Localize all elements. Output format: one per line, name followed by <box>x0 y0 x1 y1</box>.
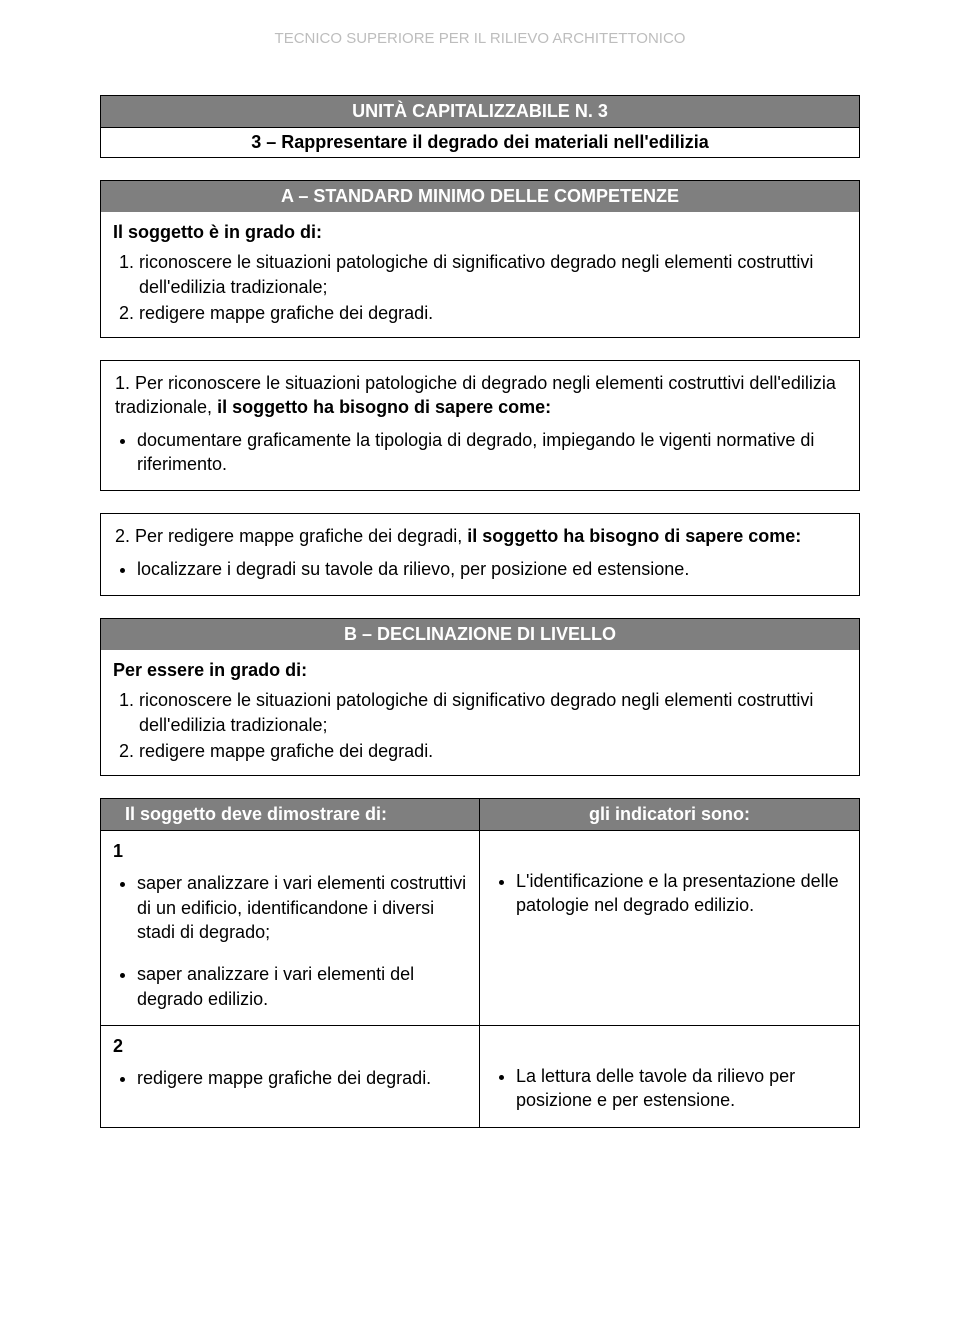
know-how-2-lead: 2. Per redigere mappe grafiche dei degra… <box>115 524 847 548</box>
row1-left-list: saper analizzare i vari elementi costrut… <box>113 871 467 944</box>
page-header: TECNICO SUPERIORE PER IL RILIEVO ARCHITE… <box>100 30 860 47</box>
section-a-box: A – STANDARD MINIMO DELLE COMPETENZE Il … <box>100 180 860 338</box>
section-a-list: riconoscere le situazioni patologiche di… <box>113 250 847 325</box>
row2-left-list: redigere mappe grafiche dei degradi. <box>113 1066 467 1090</box>
section-b-box: B – DECLINAZIONE DI LIVELLO Per essere i… <box>100 618 860 776</box>
know-how-2-lead-bold: il soggetto ha bisogno di sapere come: <box>467 526 801 546</box>
unit-title-box: UNITÀ CAPITALIZZABILE N. 3 3 – Rappresen… <box>100 95 860 158</box>
know-how-block-2: 2. Per redigere mappe grafiche dei degra… <box>100 513 860 596</box>
row1-left-a: saper analizzare i vari elementi costrut… <box>137 871 467 944</box>
row2-right: La lettura delle tavole da rilievo per p… <box>516 1064 847 1113</box>
section-b-list: riconoscere le situazioni patologiche di… <box>113 688 847 763</box>
table-row-1: 1 saper analizzare i vari elementi costr… <box>101 830 859 1025</box>
know-how-2-bullet: localizzare i degradi su tavole da rilie… <box>137 557 847 581</box>
spacer <box>492 839 847 861</box>
section-a-intro: Il soggetto è in grado di: <box>113 220 847 244</box>
page: TECNICO SUPERIORE PER IL RILIEVO ARCHITE… <box>0 0 960 1210</box>
row1-right-list: L'identificazione e la presentazione del… <box>492 869 847 918</box>
table-head: Il soggetto deve dimostrare di: gli indi… <box>101 799 859 830</box>
section-b-content: Per essere in grado di: riconoscere le s… <box>101 650 859 775</box>
section-a-item: redigere mappe grafiche dei degradi. <box>139 301 847 325</box>
row1-left-list-b: saper analizzare i vari elementi del deg… <box>113 962 467 1011</box>
table-row-1-left: 1 saper analizzare i vari elementi costr… <box>101 831 480 1025</box>
know-how-2-content: 2. Per redigere mappe grafiche dei degra… <box>101 514 859 595</box>
unit-subtitle: 3 – Rappresentare il degrado dei materia… <box>101 127 859 157</box>
row2-num: 2 <box>113 1034 467 1058</box>
indicators-table: Il soggetto deve dimostrare di: gli indi… <box>100 798 860 1127</box>
row1-right: L'identificazione e la presentazione del… <box>516 869 847 918</box>
row2-left: redigere mappe grafiche dei degradi. <box>137 1066 467 1090</box>
section-b-intro: Per essere in grado di: <box>113 658 847 682</box>
know-how-1-content: 1. Per riconoscere le situazioni patolog… <box>101 361 859 490</box>
table-row-2: 2 redigere mappe grafiche dei degradi. L… <box>101 1025 859 1127</box>
table-head-right: gli indicatori sono: <box>480 799 859 830</box>
section-b-item: redigere mappe grafiche dei degradi. <box>139 739 847 763</box>
row2-right-list: La lettura delle tavole da rilievo per p… <box>492 1064 847 1113</box>
table-row-1-right: L'identificazione e la presentazione del… <box>480 831 859 1025</box>
know-how-2-list: localizzare i degradi su tavole da rilie… <box>113 557 847 581</box>
know-how-2-lead-text: 2. Per redigere mappe grafiche dei degra… <box>115 526 467 546</box>
table-row-2-right: La lettura delle tavole da rilievo per p… <box>480 1026 859 1127</box>
know-how-block-1: 1. Per riconoscere le situazioni patolog… <box>100 360 860 491</box>
section-a-title: A – STANDARD MINIMO DELLE COMPETENZE <box>101 181 859 212</box>
know-how-1-list: documentare graficamente la tipologia di… <box>113 428 847 477</box>
know-how-1-lead: 1. Per riconoscere le situazioni patolog… <box>115 371 847 420</box>
unit-title: UNITÀ CAPITALIZZABILE N. 3 <box>101 96 859 127</box>
section-a-item: riconoscere le situazioni patologiche di… <box>139 250 847 299</box>
know-how-1-lead-bold: il soggetto ha bisogno di sapere come: <box>217 397 551 417</box>
table-head-left: Il soggetto deve dimostrare di: <box>101 799 480 830</box>
table-row-2-left: 2 redigere mappe grafiche dei degradi. <box>101 1026 480 1127</box>
spacer <box>492 1034 847 1056</box>
row1-num: 1 <box>113 839 467 863</box>
section-b-title: B – DECLINAZIONE DI LIVELLO <box>101 619 859 650</box>
section-b-item: riconoscere le situazioni patologiche di… <box>139 688 847 737</box>
section-a-content: Il soggetto è in grado di: riconoscere l… <box>101 212 859 337</box>
row1-left-b: saper analizzare i vari elementi del deg… <box>137 962 467 1011</box>
know-how-1-bullet: documentare graficamente la tipologia di… <box>137 428 847 477</box>
